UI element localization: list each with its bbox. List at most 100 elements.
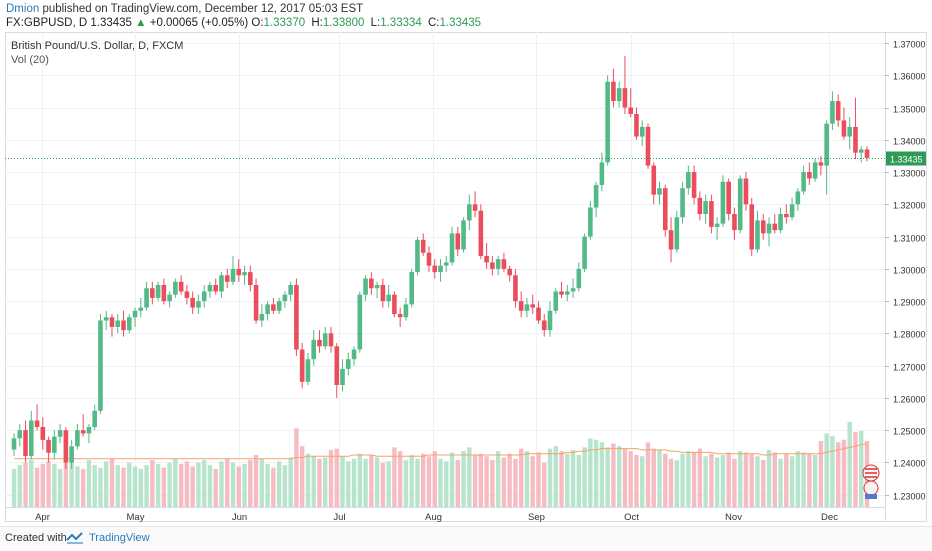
price-tick-label: 1.37000 — [893, 40, 926, 50]
candle — [622, 55, 628, 114]
candle — [593, 181, 599, 218]
candle-body — [662, 188, 668, 231]
candle-body — [576, 268, 582, 289]
candle-body — [513, 275, 518, 302]
candle — [472, 191, 478, 218]
candle-body — [824, 123, 829, 166]
candle-body — [858, 149, 864, 153]
volume-bar — [611, 443, 616, 507]
candle-body — [853, 126, 858, 153]
volume-bar — [824, 433, 829, 507]
candle — [634, 107, 639, 140]
tradingview-logo-icon[interactable] — [66, 531, 86, 545]
flag-icon — [862, 464, 880, 499]
candle — [409, 268, 414, 308]
volume-bar — [490, 460, 495, 507]
price-tick-label: 1.24000 — [893, 459, 926, 469]
volume-bar — [507, 453, 512, 507]
candle-body — [726, 181, 731, 214]
candle-body — [622, 88, 628, 108]
candle-body — [345, 359, 351, 369]
chart-area[interactable]: 1.37000 1.36000 1.35000 1.34000 1.33000 1.320… — [5, 32, 927, 523]
candle — [720, 175, 726, 227]
volume-bar — [859, 430, 864, 507]
candle — [674, 210, 680, 253]
candle — [150, 281, 155, 305]
volume-bar — [444, 461, 449, 507]
candle-body — [518, 301, 524, 311]
candle-body — [432, 265, 438, 273]
candle — [686, 165, 691, 195]
price-axis[interactable]: 1.37000 1.36000 1.35000 1.34000 1.33000 1.320… — [885, 40, 926, 502]
volume-bar — [495, 451, 501, 507]
volume-bar — [340, 456, 345, 507]
volume-bar — [150, 460, 155, 507]
volume-bar — [657, 449, 662, 507]
candle — [605, 75, 610, 166]
tradingview-link[interactable]: TradingView — [89, 532, 150, 544]
volume-bar — [588, 438, 593, 507]
candle — [392, 291, 397, 318]
candle — [426, 246, 432, 273]
volume-bar — [109, 458, 115, 507]
time-tick-label: Jun — [232, 512, 247, 522]
candle — [616, 81, 622, 108]
candle-body — [789, 204, 795, 218]
volume-bar — [680, 453, 685, 507]
candle-body — [265, 304, 270, 315]
candle-body — [720, 181, 726, 224]
candle — [795, 188, 801, 211]
candle-body — [11, 438, 17, 450]
candle-body — [461, 220, 466, 250]
candle — [639, 120, 645, 147]
candle — [351, 346, 357, 366]
open-label: O: — [251, 17, 264, 29]
candle — [86, 423, 92, 444]
price-chart[interactable]: 1.37000 1.36000 1.35000 1.34000 1.33000 1.320… — [5, 32, 927, 523]
volume-bar — [438, 458, 443, 507]
candle-body — [438, 265, 443, 273]
volume-bar — [86, 460, 92, 507]
candle — [766, 217, 772, 247]
chart-title: British Pound/U.S. Dollar, D, FXCM — [11, 40, 183, 52]
time-axis[interactable]: Apr May Jun Jul Aug Sep Oct Nov Dec — [35, 512, 838, 523]
volume-bar — [542, 462, 547, 507]
candle — [651, 162, 657, 205]
candle — [52, 430, 57, 460]
open-value: 1.33370 — [263, 17, 306, 29]
candle — [703, 194, 708, 224]
candle — [386, 284, 391, 308]
candle — [276, 297, 282, 315]
volume-bar — [282, 465, 288, 507]
volume-bar — [138, 468, 143, 507]
candle-body — [230, 268, 236, 282]
candle — [559, 281, 564, 298]
volume-bar — [570, 449, 576, 507]
candle — [732, 207, 737, 240]
author-link[interactable]: Dmion — [6, 3, 40, 15]
candle-body — [830, 101, 835, 124]
time-tick-label: Nov — [725, 512, 742, 522]
candle-body — [495, 259, 501, 269]
candle-body — [369, 278, 374, 289]
volume-bar — [276, 461, 282, 507]
candle — [432, 259, 438, 279]
candle — [743, 172, 749, 211]
candle — [46, 436, 51, 463]
candle-body — [691, 172, 697, 198]
candle-body — [864, 149, 870, 158]
candle-body — [530, 304, 536, 308]
volume-bar — [628, 451, 633, 507]
candle-body — [57, 430, 63, 437]
volume-bar — [455, 460, 460, 507]
volume-bar — [732, 458, 737, 507]
volume-bar — [75, 466, 80, 507]
candle-body — [322, 333, 328, 347]
volume-bar — [225, 458, 230, 507]
candle-body — [657, 188, 662, 195]
candle — [858, 146, 864, 163]
candle-body — [478, 210, 484, 256]
candle — [340, 359, 345, 392]
volume-bar — [397, 451, 403, 507]
candle — [645, 123, 651, 169]
